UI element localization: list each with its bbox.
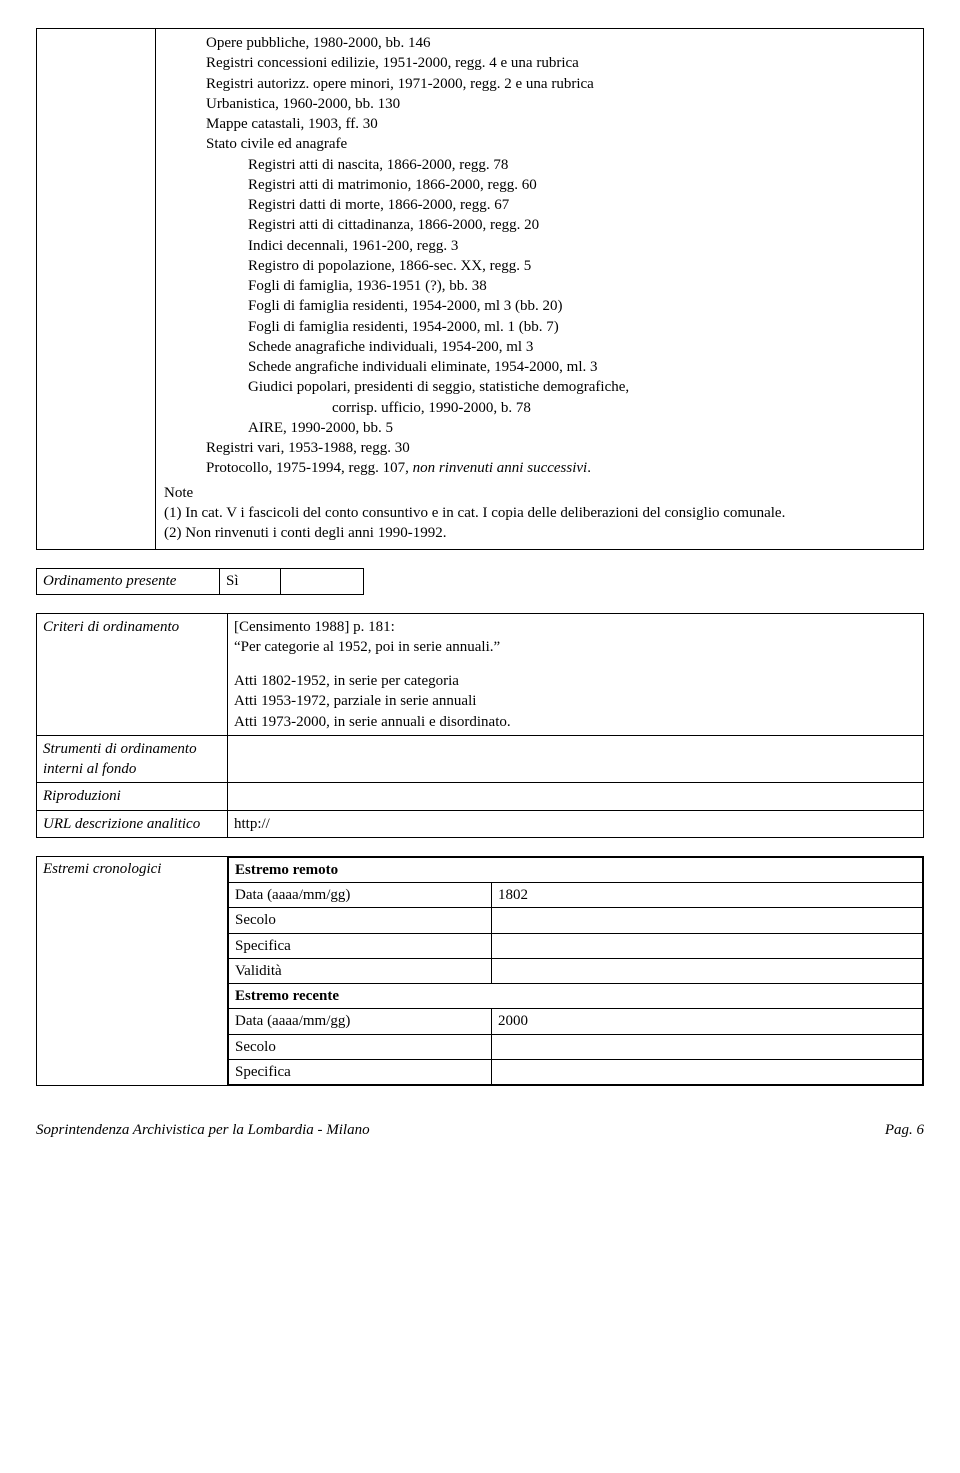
estremi-header: Estremo remoto (229, 857, 923, 882)
note-2: (2) Non rinvenuti i conti degli anni 199… (164, 523, 915, 543)
content-line: Registri atti di cittadinanza, 1866-2000… (248, 215, 915, 235)
estremi-header: Estremo recente (229, 984, 923, 1009)
criteria-row-content: [Censimento 1988] p. 181:“Per categorie … (228, 613, 924, 735)
content-line: Fogli di famiglia, 1936-1951 (?), bb. 38 (248, 276, 915, 296)
main-right-column: Opere pubbliche, 1980-2000, bb. 146Regis… (156, 29, 923, 549)
estremi-value (492, 958, 923, 983)
content-line: corrisp. ufficio, 1990-2000, b. 78 (332, 398, 915, 418)
criteria-row-label: Riproduzioni (37, 783, 228, 810)
ordinamento-value: Sì (220, 569, 281, 594)
estremi-value: 1802 (492, 883, 923, 908)
main-content-box: Opere pubbliche, 1980-2000, bb. 146Regis… (36, 28, 924, 550)
content-line: Schede angrafiche individuali eliminate,… (248, 357, 915, 377)
estremi-value (492, 908, 923, 933)
criteria-table: Criteri di ordinamento[Censimento 1988] … (36, 613, 924, 838)
criteria-row-content: http:// (228, 810, 924, 837)
content-line: Indici decennali, 1961-200, regg. 3 (248, 236, 915, 256)
footer-left: Soprintendenza Archivistica per la Lomba… (36, 1120, 370, 1140)
estremi-value (492, 1034, 923, 1059)
main-left-column (37, 29, 156, 549)
content-line: Opere pubbliche, 1980-2000, bb. 146 (206, 33, 915, 53)
ordinamento-empty (281, 569, 364, 594)
content-line: Registri concessioni edilizie, 1951-2000… (206, 53, 915, 73)
content-line: Giudici popolari, presidenti di seggio, … (248, 377, 915, 397)
content-line: Registri atti di matrimonio, 1866-2000, … (248, 175, 915, 195)
content-line: Registri autorizz. opere minori, 1971-20… (206, 74, 915, 94)
content-line: Mappe catastali, 1903, ff. 30 (206, 114, 915, 134)
content-line: Fogli di famiglia residenti, 1954-2000, … (248, 296, 915, 316)
content-line: AIRE, 1990-2000, bb. 5 (248, 418, 915, 438)
protocollo-italic: non rinvenuti anni successivi (413, 460, 588, 476)
ordinamento-table: Ordinamento presente Sì (36, 568, 364, 594)
estremi-key: Specifica (229, 1059, 492, 1084)
note-1: (1) In cat. V i fascicoli del conto cons… (164, 503, 915, 523)
content-line: Urbanistica, 1960-2000, bb. 130 (206, 94, 915, 114)
protocollo-line: Protocollo, 1975-1994, regg. 107, non ri… (206, 458, 915, 478)
estremi-value: 2000 (492, 1009, 923, 1034)
estremi-key: Specifica (229, 933, 492, 958)
protocollo-prefix: Protocollo, 1975-1994, regg. 107, (206, 460, 413, 476)
note-label: Note (164, 483, 915, 503)
estremi-key: Data (aaaa/mm/gg) (229, 1009, 492, 1034)
content-line: Schede anagrafiche individuali, 1954-200… (248, 337, 915, 357)
estremi-table: Estremi cronologici Estremo remotoData (… (36, 856, 924, 1086)
content-line: Fogli di famiglia residenti, 1954-2000, … (248, 317, 915, 337)
estremi-value (492, 933, 923, 958)
content-line: Registri atti di nascita, 1866-2000, reg… (248, 155, 915, 175)
estremi-label: Estremi cronologici (37, 856, 228, 1085)
content-line: Stato civile ed anagrafe (206, 134, 915, 154)
page-footer: Soprintendenza Archivistica per la Lomba… (36, 1120, 924, 1140)
estremi-content: Estremo remotoData (aaaa/mm/gg)1802Secol… (228, 856, 924, 1085)
footer-right: Pag. 6 (885, 1120, 924, 1140)
estremi-value (492, 1059, 923, 1084)
estremi-key: Secolo (229, 908, 492, 933)
criteria-row-label: Strumenti di ordinamento interni al fond… (37, 735, 228, 783)
criteria-row-label: URL descrizione analitico (37, 810, 228, 837)
criteria-row-content (228, 735, 924, 783)
content-line: Registro di popolazione, 1866-sec. XX, r… (248, 256, 915, 276)
criteria-row-label: Criteri di ordinamento (37, 613, 228, 735)
criteria-row-content (228, 783, 924, 810)
content-line: Registri datti di morte, 1866-2000, regg… (248, 195, 915, 215)
estremi-key: Secolo (229, 1034, 492, 1059)
ordinamento-label: Ordinamento presente (37, 569, 220, 594)
content-line: Registri vari, 1953-1988, regg. 30 (206, 438, 915, 458)
estremi-key: Validità (229, 958, 492, 983)
estremi-key: Data (aaaa/mm/gg) (229, 883, 492, 908)
